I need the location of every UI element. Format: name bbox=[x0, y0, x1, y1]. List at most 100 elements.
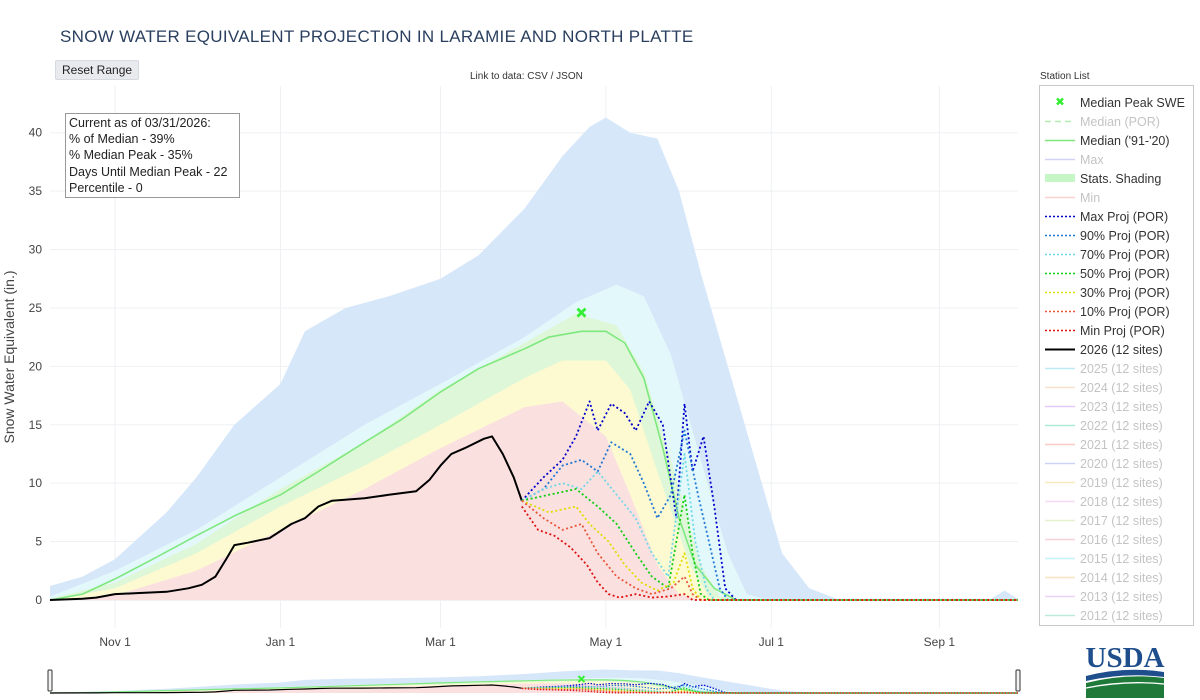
legend-label: Max Proj (POR) bbox=[1080, 209, 1169, 224]
legend-label: 2022 (12 sites) bbox=[1080, 418, 1163, 433]
x-tick-label: May 1 bbox=[590, 635, 623, 649]
legend-item-stats-shading[interactable]: Stats. Shading bbox=[1040, 169, 1193, 188]
legend-item-max[interactable]: Max bbox=[1040, 150, 1193, 169]
legend-symbol bbox=[1045, 519, 1075, 522]
legend-label: 2017 (12 sites) bbox=[1080, 513, 1163, 528]
range-handle-left[interactable] bbox=[47, 669, 53, 692]
range-median-peak-marker bbox=[577, 675, 586, 683]
y-axis-label: Snow Water Equivalent (in.) bbox=[1, 271, 17, 444]
status-line: Current as of 03/31/2026: bbox=[69, 116, 211, 130]
legend-item-max-proj-por[interactable]: Max Proj (POR) bbox=[1040, 207, 1193, 226]
legend-symbol bbox=[1045, 367, 1075, 370]
legend-item-50-proj-por[interactable]: 50% Proj (POR) bbox=[1040, 264, 1193, 283]
legend-item-2024-12-sites[interactable]: 2024 (12 sites) bbox=[1040, 378, 1193, 397]
legend-label: 30% Proj (POR) bbox=[1080, 285, 1170, 300]
legend-item-2026-12-sites[interactable]: 2026 (12 sites) bbox=[1040, 340, 1193, 359]
range-series bbox=[521, 682, 1018, 694]
status-line: % Median Peak - 35% bbox=[69, 148, 193, 163]
legend-item-2018-12-sites[interactable]: 2018 (12 sites) bbox=[1040, 492, 1193, 511]
legend-item-90-proj-por[interactable]: 90% Proj (POR) bbox=[1040, 226, 1193, 245]
legend-item-median-por[interactable]: Median (POR) bbox=[1040, 112, 1193, 131]
range-slider bbox=[47, 668, 1021, 694]
legend-symbol bbox=[1045, 614, 1075, 617]
y-tick-label: 25 bbox=[29, 301, 43, 315]
legend-item-2013-12-sites[interactable]: 2013 (12 sites) bbox=[1040, 587, 1193, 606]
legend-label: 90% Proj (POR) bbox=[1080, 228, 1170, 243]
series-30-proj-por bbox=[521, 499, 1018, 601]
legend-item-30-proj-por[interactable]: 30% Proj (POR) bbox=[1040, 283, 1193, 302]
legend-label: Median Peak SWE bbox=[1080, 95, 1185, 110]
data-link[interactable]: Link to data: CSV / JSON bbox=[470, 71, 583, 82]
legend-label: Median ('91-'20) bbox=[1080, 133, 1170, 148]
y-tick-label: 30 bbox=[29, 243, 43, 257]
legend-symbol bbox=[1045, 272, 1075, 275]
legend-item-2022-12-sites[interactable]: 2022 (12 sites) bbox=[1040, 416, 1193, 435]
legend-symbol bbox=[1045, 576, 1075, 579]
status-line: Days Until Median Peak - 22 bbox=[69, 164, 228, 179]
legend-symbol bbox=[1045, 538, 1075, 541]
legend-item-2012-12-sites[interactable]: 2012 (12 sites) bbox=[1040, 606, 1193, 625]
x-tick-label: Jan 1 bbox=[266, 635, 296, 649]
series-min-proj-por bbox=[521, 505, 1018, 601]
y-tick-label: 35 bbox=[29, 184, 43, 198]
legend-label: 2019 (12 sites) bbox=[1080, 475, 1163, 490]
legend-item-2016-12-sites[interactable]: 2016 (12 sites) bbox=[1040, 530, 1193, 549]
median-peak-marker bbox=[576, 307, 587, 318]
legend-label: Max bbox=[1080, 152, 1104, 167]
legend-symbol bbox=[1045, 234, 1075, 237]
chart-title: SNOW WATER EQUIVALENT PROJECTION IN LARA… bbox=[60, 27, 694, 46]
y-tick-label: 10 bbox=[29, 476, 43, 490]
legend-item-min[interactable]: Min bbox=[1040, 188, 1193, 207]
legend-label: 2015 (12 sites) bbox=[1080, 551, 1163, 566]
current-status-box: Current as of 03/31/2026: % of Median - … bbox=[65, 113, 240, 199]
legend-item-70-proj-por[interactable]: 70% Proj (POR) bbox=[1040, 245, 1193, 264]
legend-item-10-proj-por[interactable]: 10% Proj (POR) bbox=[1040, 302, 1193, 321]
legend-symbol bbox=[1045, 500, 1075, 503]
legend-symbol bbox=[1045, 253, 1075, 256]
range-series bbox=[521, 687, 1018, 694]
legend-item-2020-12-sites[interactable]: 2020 (12 sites) bbox=[1040, 454, 1193, 473]
series-70-proj-por bbox=[521, 453, 1018, 601]
legend-item-median-peak-swe[interactable]: Median Peak SWE bbox=[1040, 93, 1193, 112]
series-lines bbox=[49, 330, 1018, 601]
legend-item-median-91-20[interactable]: Median ('91-'20) bbox=[1040, 131, 1193, 150]
range-series bbox=[521, 687, 1018, 694]
legend-item-2025-12-sites[interactable]: 2025 (12 sites) bbox=[1040, 359, 1193, 378]
stats-shading bbox=[50, 117, 1018, 600]
legend-symbol bbox=[1045, 291, 1075, 294]
markers bbox=[576, 307, 587, 318]
reset-range-button[interactable]: Reset Range bbox=[55, 60, 140, 80]
usda-logo-text: USDA bbox=[1086, 642, 1165, 674]
legend-label: 2013 (12 sites) bbox=[1080, 589, 1163, 604]
y-tick-label: 5 bbox=[35, 535, 42, 549]
legend-item-2014-12-sites[interactable]: 2014 (12 sites) bbox=[1040, 568, 1193, 587]
legend-symbol bbox=[1045, 424, 1075, 427]
legend-label: 2014 (12 sites) bbox=[1080, 570, 1163, 585]
station-list-legend: Median Peak SWE Median (POR) Median ('91-'… bbox=[1039, 85, 1194, 626]
legend-label: 50% Proj (POR) bbox=[1080, 266, 1170, 281]
legend-label: Min bbox=[1080, 190, 1101, 205]
legend-item-2021-12-sites[interactable]: 2021 (12 sites) bbox=[1040, 435, 1193, 454]
legend-item-2015-12-sites[interactable]: 2015 (12 sites) bbox=[1040, 549, 1193, 568]
legend-symbol bbox=[1045, 462, 1075, 465]
legend-label: 2021 (12 sites) bbox=[1080, 437, 1163, 452]
legend-label: 2026 (12 sites) bbox=[1080, 342, 1163, 357]
legend-item-2019-12-sites[interactable]: 2019 (12 sites) bbox=[1040, 473, 1193, 492]
legend-symbol bbox=[1045, 348, 1075, 351]
legend-item-2017-12-sites[interactable]: 2017 (12 sites) bbox=[1040, 511, 1193, 530]
legend-symbol bbox=[1045, 139, 1075, 142]
legend-symbol bbox=[1045, 595, 1075, 598]
legend-label: 2016 (12 sites) bbox=[1080, 532, 1163, 547]
range-series bbox=[49, 679, 1018, 694]
series-2026-12-sites bbox=[49, 435, 523, 601]
y-tick-label: 40 bbox=[29, 126, 43, 140]
legend-symbol bbox=[1045, 174, 1075, 182]
legend-item-2023-12-sites[interactable]: 2023 (12 sites) bbox=[1040, 397, 1193, 416]
status-line: Percentile - 0 bbox=[69, 180, 143, 195]
legend-item-min-proj-por[interactable]: Min Proj (POR) bbox=[1040, 321, 1193, 340]
range-handle-right[interactable] bbox=[1015, 669, 1021, 692]
legend-symbol bbox=[1045, 481, 1075, 484]
range-series bbox=[521, 684, 1018, 694]
axes: 0 5 10 15 20 25 30 35 40 Nov 1 Jan 1 Mar 1 May 1 Jul … bbox=[1, 126, 955, 649]
